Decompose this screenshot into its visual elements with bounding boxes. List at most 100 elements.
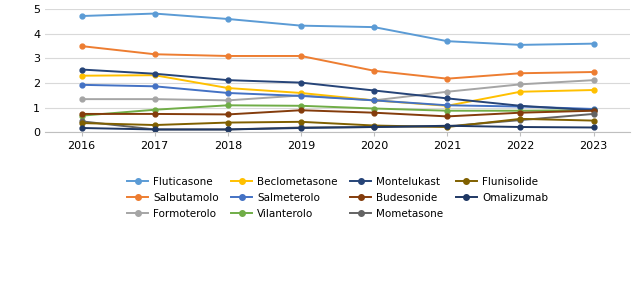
Fluticasone: [224, 17, 231, 21]
Omalizumab: [444, 124, 451, 128]
Omalizumab: [151, 128, 159, 131]
Mometasone: [78, 119, 86, 123]
Mometasone: [297, 126, 305, 129]
Formoterolo: [78, 97, 86, 101]
Formoterolo: [151, 97, 159, 101]
Line: Montelukast: Montelukast: [79, 67, 596, 113]
Mometasone: [590, 112, 597, 116]
Montelukast: [297, 81, 305, 85]
Beclometasone: [516, 90, 524, 94]
Budesonide: [224, 112, 231, 116]
Fluticasone: [444, 39, 451, 43]
Vilanterolo: [370, 107, 378, 110]
Vilanterolo: [151, 108, 159, 112]
Omalizumab: [516, 125, 524, 129]
Formoterolo: [370, 98, 378, 102]
Line: Flunisolide: Flunisolide: [79, 116, 596, 130]
Line: Fluticasone: Fluticasone: [79, 11, 596, 47]
Salbutamolo: [151, 52, 159, 56]
Mometasone: [151, 128, 159, 131]
Salmeterolo: [590, 107, 597, 111]
Montelukast: [516, 104, 524, 108]
Salmeterolo: [297, 94, 305, 98]
Salbutamolo: [516, 71, 524, 75]
Flunisolide: [297, 120, 305, 124]
Montelukast: [224, 78, 231, 82]
Fluticasone: [516, 43, 524, 47]
Budesonide: [516, 111, 524, 115]
Budesonide: [370, 111, 378, 115]
Mometasone: [516, 118, 524, 122]
Beclometasone: [590, 88, 597, 92]
Formoterolo: [516, 82, 524, 86]
Formoterolo: [444, 90, 451, 94]
Vilanterolo: [78, 114, 86, 117]
Beclometasone: [444, 104, 451, 108]
Flunisolide: [590, 119, 597, 123]
Legend: Fluticasone, Salbutamolo, Formoterolo, Beclometasone, Salmeterolo, Vilanterolo, : Fluticasone, Salbutamolo, Formoterolo, B…: [127, 177, 548, 219]
Beclometasone: [370, 98, 378, 102]
Fluticasone: [590, 42, 597, 46]
Flunisolide: [444, 125, 451, 129]
Fluticasone: [370, 25, 378, 29]
Fluticasone: [151, 12, 159, 16]
Salmeterolo: [370, 98, 378, 102]
Omalizumab: [297, 126, 305, 130]
Line: Vilanterolo: Vilanterolo: [79, 103, 596, 118]
Salmeterolo: [444, 103, 451, 107]
Salbutamolo: [370, 69, 378, 73]
Salbutamolo: [78, 44, 86, 48]
Formoterolo: [590, 78, 597, 82]
Line: Salbutamolo: Salbutamolo: [79, 44, 596, 81]
Salbutamolo: [444, 77, 451, 81]
Line: Beclometasone: Beclometasone: [79, 73, 596, 108]
Montelukast: [590, 109, 597, 112]
Beclometasone: [224, 86, 231, 90]
Formoterolo: [224, 98, 231, 102]
Salmeterolo: [151, 85, 159, 88]
Vilanterolo: [224, 103, 231, 107]
Montelukast: [444, 97, 451, 100]
Flunisolide: [78, 121, 86, 125]
Salbutamolo: [297, 54, 305, 58]
Salmeterolo: [224, 91, 231, 95]
Omalizumab: [590, 126, 597, 129]
Line: Omalizumab: Omalizumab: [79, 123, 596, 132]
Beclometasone: [78, 74, 86, 78]
Montelukast: [151, 72, 159, 76]
Line: Mometasone: Mometasone: [79, 112, 596, 132]
Omalizumab: [370, 125, 378, 129]
Flunisolide: [151, 123, 159, 127]
Flunisolide: [516, 117, 524, 121]
Line: Budesonide: Budesonide: [79, 108, 596, 119]
Fluticasone: [78, 14, 86, 18]
Flunisolide: [370, 124, 378, 127]
Salmeterolo: [516, 105, 524, 108]
Beclometasone: [151, 73, 159, 77]
Budesonide: [297, 109, 305, 112]
Vilanterolo: [444, 109, 451, 112]
Line: Formoterolo: Formoterolo: [79, 78, 596, 103]
Vilanterolo: [297, 104, 305, 108]
Omalizumab: [224, 128, 231, 131]
Mometasone: [370, 125, 378, 129]
Omalizumab: [78, 126, 86, 130]
Line: Salmeterolo: Salmeterolo: [79, 82, 596, 112]
Fluticasone: [297, 24, 305, 27]
Mometasone: [224, 128, 231, 131]
Budesonide: [78, 112, 86, 116]
Montelukast: [370, 89, 378, 92]
Beclometasone: [297, 91, 305, 95]
Salbutamolo: [590, 70, 597, 74]
Budesonide: [151, 112, 159, 116]
Vilanterolo: [516, 109, 524, 112]
Budesonide: [444, 115, 451, 118]
Budesonide: [590, 109, 597, 112]
Salmeterolo: [78, 83, 86, 87]
Salbutamolo: [224, 54, 231, 58]
Vilanterolo: [590, 109, 597, 112]
Mometasone: [444, 124, 451, 128]
Montelukast: [78, 68, 86, 71]
Formoterolo: [297, 94, 305, 97]
Flunisolide: [224, 121, 231, 124]
